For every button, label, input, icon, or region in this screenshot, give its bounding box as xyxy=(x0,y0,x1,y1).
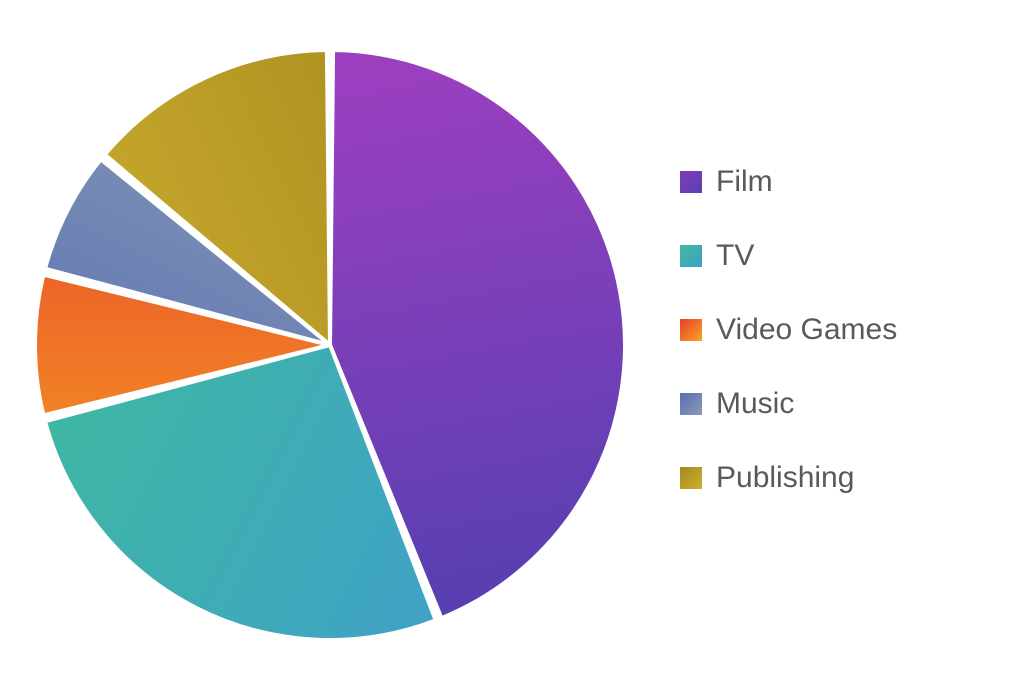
legend: Film TV Video Games Music Publishing xyxy=(680,165,897,495)
chart-container: Film TV Video Games Music Publishing xyxy=(0,0,1024,682)
legend-swatch-music xyxy=(680,393,702,415)
legend-swatch-tv xyxy=(680,245,702,267)
legend-label-video-games: Video Games xyxy=(716,313,897,347)
legend-item-music: Music xyxy=(680,387,897,421)
legend-item-film: Film xyxy=(680,165,897,199)
legend-label-film: Film xyxy=(716,165,773,199)
legend-item-tv: TV xyxy=(680,239,897,273)
legend-swatch-film xyxy=(680,171,702,193)
legend-label-publishing: Publishing xyxy=(716,461,854,495)
legend-swatch-publishing xyxy=(680,467,702,489)
legend-item-publishing: Publishing xyxy=(680,461,897,495)
legend-item-video-games: Video Games xyxy=(680,313,897,347)
legend-swatch-video-games xyxy=(680,319,702,341)
legend-label-music: Music xyxy=(716,387,794,421)
legend-label-tv: TV xyxy=(716,239,754,273)
pie-chart xyxy=(30,30,650,675)
